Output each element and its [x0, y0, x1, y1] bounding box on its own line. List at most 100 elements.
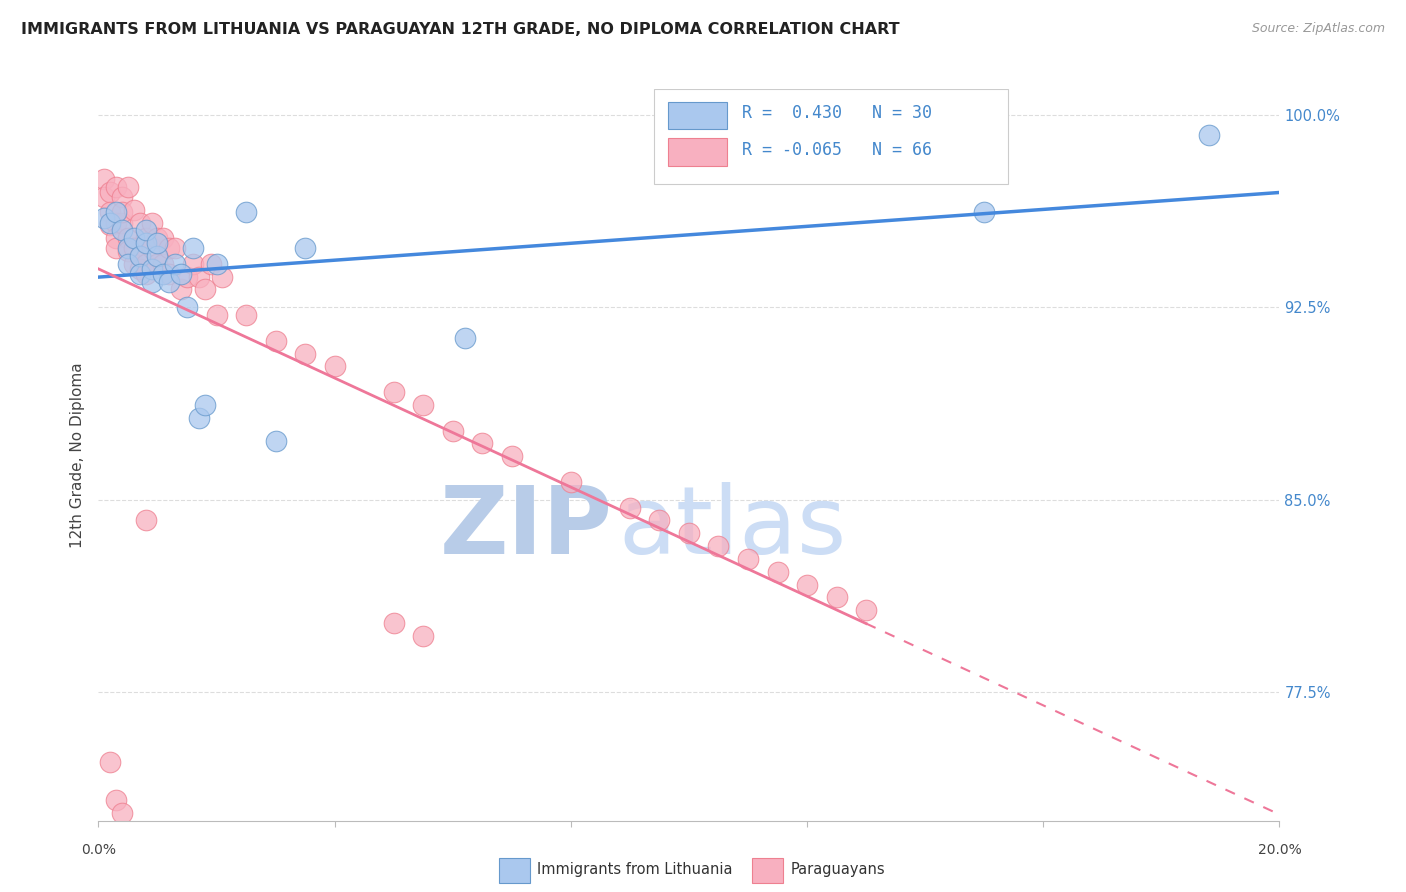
Point [412, 398, 434, 412]
Point [122, 241, 145, 255]
Point [135, 267, 157, 281]
Point [152, 257, 174, 271]
Point [294, 241, 316, 255]
Point [111, 190, 134, 204]
Point [98, 218, 121, 232]
Point [135, 231, 157, 245]
Text: 20.0%: 20.0% [1257, 843, 1302, 857]
Point [264, 334, 287, 348]
Point [973, 205, 995, 219]
Point [165, 257, 187, 271]
Point [176, 269, 198, 284]
Point [648, 513, 671, 527]
Text: IMMIGRANTS FROM LITHUANIA VS PARAGUAYAN 12TH GRADE, NO DIPLOMA CORRELATION CHART: IMMIGRANTS FROM LITHUANIA VS PARAGUAYAN … [21, 22, 900, 37]
Point [117, 244, 139, 258]
Point [560, 475, 582, 489]
Point [98, 205, 121, 219]
FancyBboxPatch shape [668, 102, 727, 129]
Point [105, 179, 128, 194]
Point [141, 261, 163, 276]
Point [128, 249, 150, 263]
Point [796, 577, 818, 591]
Point [205, 308, 228, 322]
Point [122, 202, 145, 217]
Point [382, 385, 405, 400]
Point [128, 261, 150, 276]
Point [170, 282, 193, 296]
Point [105, 216, 128, 230]
Text: R = -0.065   N = 66: R = -0.065 N = 66 [742, 141, 932, 159]
Point [264, 434, 287, 448]
Point [1198, 128, 1220, 143]
FancyBboxPatch shape [668, 138, 727, 166]
Point [412, 629, 434, 643]
Point [194, 282, 217, 296]
Point [855, 603, 877, 617]
Point [382, 615, 405, 630]
Point [135, 513, 157, 527]
Point [146, 249, 169, 263]
Point [707, 539, 730, 553]
Point [141, 241, 163, 255]
Point [141, 216, 163, 230]
Point [111, 205, 134, 219]
Point [152, 231, 174, 245]
Point [294, 346, 316, 360]
Point [117, 257, 139, 271]
Text: 0.0%: 0.0% [82, 843, 115, 857]
Point [117, 179, 139, 194]
Text: Paraguayans: Paraguayans [790, 863, 884, 877]
Point [117, 241, 139, 255]
Point [111, 223, 134, 237]
Point [323, 359, 346, 374]
Text: Source: ZipAtlas.com: Source: ZipAtlas.com [1251, 22, 1385, 36]
FancyBboxPatch shape [654, 89, 1008, 185]
Point [165, 241, 187, 255]
Point [128, 267, 150, 281]
Point [146, 231, 169, 245]
Point [93, 190, 115, 204]
Point [98, 755, 121, 769]
Point [176, 301, 198, 315]
Point [766, 565, 789, 579]
Point [181, 241, 204, 255]
Point [170, 267, 193, 281]
Point [146, 236, 169, 251]
Text: atlas: atlas [619, 482, 846, 574]
Point [98, 185, 121, 199]
Point [678, 526, 700, 541]
Point [157, 275, 180, 289]
Point [122, 257, 145, 271]
Point [105, 241, 128, 255]
Point [200, 257, 222, 271]
Point [93, 211, 115, 225]
Point [471, 436, 494, 450]
Text: Immigrants from Lithuania: Immigrants from Lithuania [537, 863, 733, 877]
Point [146, 257, 169, 271]
Point [111, 805, 134, 820]
Point [157, 241, 180, 255]
Point [128, 216, 150, 230]
Point [187, 410, 209, 425]
Point [135, 257, 157, 271]
Point [122, 231, 145, 245]
Point [737, 552, 759, 566]
Point [211, 269, 233, 284]
Point [441, 424, 464, 438]
Point [105, 231, 128, 245]
Text: R =  0.430   N = 30: R = 0.430 N = 30 [742, 104, 932, 122]
Point [453, 331, 475, 345]
Point [111, 216, 134, 230]
Point [135, 223, 157, 237]
Point [825, 591, 848, 605]
Point [117, 231, 139, 245]
Y-axis label: 12th Grade, No Diploma: 12th Grade, No Diploma [70, 362, 86, 548]
Point [135, 236, 157, 251]
Point [194, 398, 217, 412]
Point [141, 275, 163, 289]
Point [128, 249, 150, 263]
Point [98, 216, 121, 230]
Text: ZIP: ZIP [439, 482, 612, 574]
Point [181, 257, 204, 271]
Point [235, 308, 257, 322]
